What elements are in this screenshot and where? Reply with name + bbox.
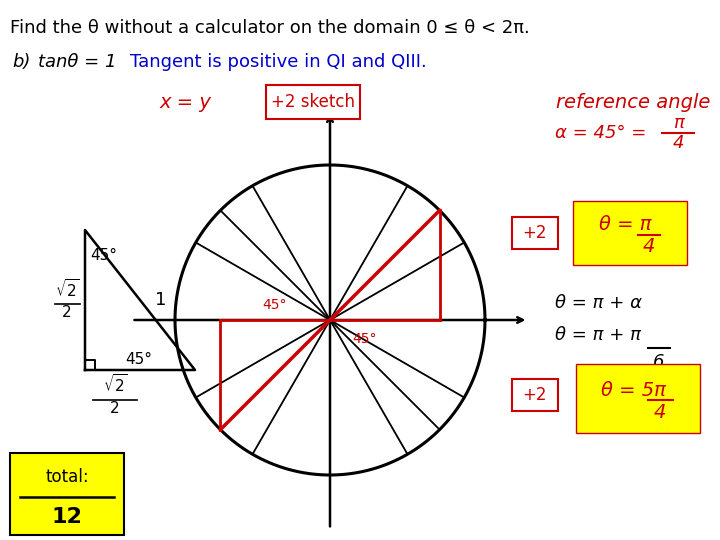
Text: 1: 1 bbox=[155, 291, 166, 309]
Text: θ = π + π: θ = π + π bbox=[555, 326, 641, 344]
FancyBboxPatch shape bbox=[266, 85, 360, 119]
Text: b): b) bbox=[12, 53, 30, 71]
Text: 45°: 45° bbox=[90, 248, 117, 263]
Text: 4: 4 bbox=[643, 238, 655, 256]
Text: +2 sketch: +2 sketch bbox=[271, 93, 355, 111]
Text: reference angle: reference angle bbox=[556, 92, 710, 111]
Text: θ = 5π: θ = 5π bbox=[600, 381, 665, 400]
Text: 6: 6 bbox=[653, 353, 665, 371]
FancyBboxPatch shape bbox=[573, 201, 687, 265]
Text: 4: 4 bbox=[672, 134, 684, 152]
FancyBboxPatch shape bbox=[10, 453, 124, 535]
Text: total:: total: bbox=[45, 468, 89, 486]
Text: x = y: x = y bbox=[159, 92, 211, 111]
Text: α = 45° =: α = 45° = bbox=[555, 124, 652, 142]
Text: 45°: 45° bbox=[262, 298, 287, 312]
Text: θ = π: θ = π bbox=[599, 215, 652, 234]
Text: +2: +2 bbox=[523, 224, 547, 242]
Text: 45°: 45° bbox=[125, 352, 152, 367]
Text: 2: 2 bbox=[62, 305, 72, 320]
Text: Find the θ without a calculator on the domain 0 ≤ θ < 2π.: Find the θ without a calculator on the d… bbox=[10, 19, 530, 37]
Text: $\sqrt{2}$: $\sqrt{2}$ bbox=[102, 373, 127, 395]
Text: 12: 12 bbox=[52, 507, 82, 527]
Text: 2: 2 bbox=[110, 401, 120, 416]
FancyBboxPatch shape bbox=[576, 363, 700, 433]
FancyBboxPatch shape bbox=[512, 379, 558, 411]
Text: 45°: 45° bbox=[352, 332, 377, 346]
Text: π: π bbox=[672, 114, 683, 132]
Text: Tangent is positive in QI and QIII.: Tangent is positive in QI and QIII. bbox=[130, 53, 427, 71]
Text: tanθ = 1: tanθ = 1 bbox=[38, 53, 117, 71]
FancyBboxPatch shape bbox=[512, 217, 558, 249]
Text: θ = π + α: θ = π + α bbox=[555, 294, 642, 312]
Text: 4: 4 bbox=[654, 403, 666, 422]
Text: $\sqrt{2}$: $\sqrt{2}$ bbox=[55, 278, 80, 300]
Text: +2: +2 bbox=[523, 386, 547, 404]
